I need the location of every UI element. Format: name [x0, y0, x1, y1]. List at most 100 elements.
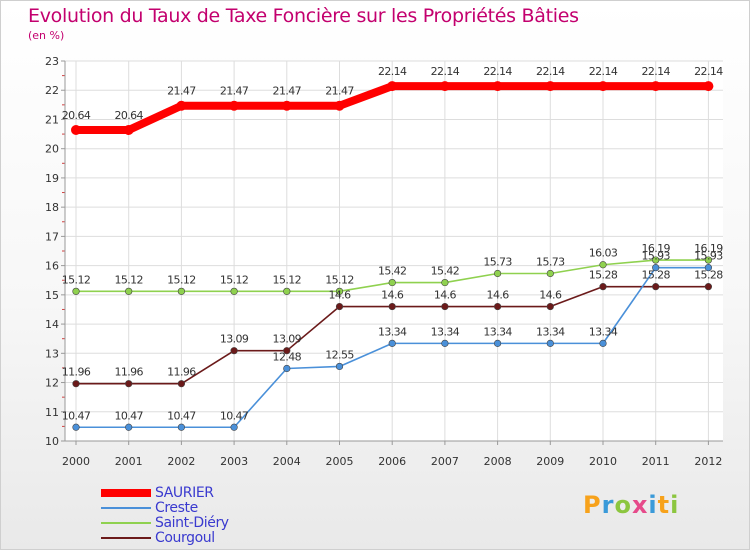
data-label: 10.47 — [114, 409, 143, 422]
data-point — [704, 256, 713, 264]
y-tick-label: 19 — [45, 172, 59, 185]
data-label: 16.19 — [694, 242, 723, 255]
brand-letter: P — [583, 491, 602, 519]
data-label: 15.12 — [62, 273, 91, 286]
brand-letter: i — [648, 491, 658, 519]
data-point — [176, 100, 187, 111]
brand-letter: t — [657, 491, 671, 519]
y-tick-label: 11 — [45, 406, 59, 419]
legend-label: SAURIER — [155, 485, 214, 501]
data-label: 13.09 — [220, 333, 249, 346]
data-point — [598, 81, 608, 92]
data-label: 12.48 — [273, 351, 302, 364]
data-point — [494, 339, 502, 347]
brand-letter: x — [631, 491, 649, 519]
data-point — [387, 81, 398, 92]
x-tick-label: 2003 — [220, 455, 248, 468]
data-label: 16.19 — [641, 242, 670, 255]
data-point — [125, 423, 133, 431]
data-label: 13.34 — [589, 325, 618, 338]
y-tick-label: 17 — [45, 230, 59, 243]
data-point — [652, 264, 660, 272]
data-point — [283, 364, 291, 373]
x-tick-label: 2008 — [484, 455, 512, 468]
data-point — [72, 423, 80, 431]
data-point — [546, 302, 554, 311]
y-tick-label: 22 — [45, 84, 59, 97]
data-point — [335, 287, 344, 295]
data-label: 15.12 — [167, 273, 196, 286]
data-point — [388, 339, 396, 347]
y-tick-label: 16 — [45, 260, 59, 273]
data-label: 13.34 — [378, 325, 407, 338]
data-label: 15.42 — [378, 265, 407, 278]
data-point — [388, 302, 396, 311]
data-point — [439, 81, 450, 92]
data-point — [72, 287, 80, 295]
data-label: 13.09 — [273, 333, 302, 346]
data-label: 15.42 — [431, 265, 460, 278]
data-label: 15.93 — [694, 250, 723, 263]
chart-title: Evolution du Taux de Taxe Foncière sur l… — [28, 5, 579, 27]
data-point — [652, 283, 660, 291]
data-label: 20.64 — [62, 109, 91, 122]
data-label: 13.34 — [483, 325, 512, 338]
data-label: 15.28 — [641, 269, 670, 282]
data-label: 22.14 — [589, 65, 618, 78]
legend-label: Saint-Diéry — [155, 515, 229, 531]
data-label: 13.34 — [431, 325, 460, 338]
data-point — [704, 283, 713, 291]
data-label: 22.14 — [694, 65, 723, 78]
data-label: 10.47 — [62, 409, 91, 422]
data-point — [652, 256, 660, 264]
data-label: 10.47 — [220, 409, 249, 422]
data-label: 15.12 — [325, 273, 354, 286]
x-tick-label: 2010 — [589, 455, 617, 468]
legend-swatch — [101, 507, 151, 509]
data-point — [599, 339, 607, 347]
y-tick-label: 20 — [45, 143, 59, 156]
data-label: 16.03 — [589, 247, 618, 260]
data-point — [441, 339, 449, 347]
data-point — [494, 302, 502, 311]
data-label: 22.14 — [431, 65, 460, 78]
brand-letter: r — [601, 491, 615, 519]
x-tick-label: 2012 — [694, 455, 722, 468]
data-label: 20.64 — [114, 109, 143, 122]
data-point — [230, 287, 238, 295]
data-label: 15.73 — [536, 256, 565, 269]
data-label: 12.55 — [325, 348, 354, 361]
x-tick-label: 2000 — [62, 455, 90, 468]
data-label: 15.28 — [694, 269, 723, 282]
data-label: 15.93 — [641, 250, 670, 263]
data-point — [388, 278, 396, 287]
data-point — [650, 81, 661, 92]
data-point — [125, 287, 133, 295]
data-point — [125, 380, 133, 388]
x-tick-label: 2005 — [326, 455, 354, 468]
x-tick-label: 2007 — [431, 455, 459, 468]
y-axis-unit: (en %) — [28, 29, 65, 42]
data-label: 15.28 — [589, 269, 618, 282]
y-tick-label: 14 — [45, 318, 59, 331]
data-label: 15.12 — [220, 273, 249, 286]
data-label: 14.6 — [328, 289, 351, 302]
data-label: 15.73 — [483, 256, 512, 269]
data-point — [177, 287, 185, 295]
y-tick-label: 10 — [45, 435, 59, 448]
data-point — [599, 261, 607, 269]
data-label: 21.47 — [167, 85, 196, 98]
y-tick-label: 18 — [45, 201, 59, 214]
plot-area — [65, 61, 723, 441]
legend-label: Courgoul — [155, 530, 215, 546]
data-point — [229, 100, 240, 111]
data-point — [283, 287, 291, 295]
data-point — [492, 81, 503, 92]
data-label: 10.47 — [167, 409, 196, 422]
data-point — [281, 100, 292, 111]
data-label: 15.12 — [114, 273, 143, 286]
data-label: 22.14 — [641, 65, 670, 78]
brand-letter: o — [614, 491, 632, 519]
y-tick-label: 15 — [45, 289, 59, 302]
